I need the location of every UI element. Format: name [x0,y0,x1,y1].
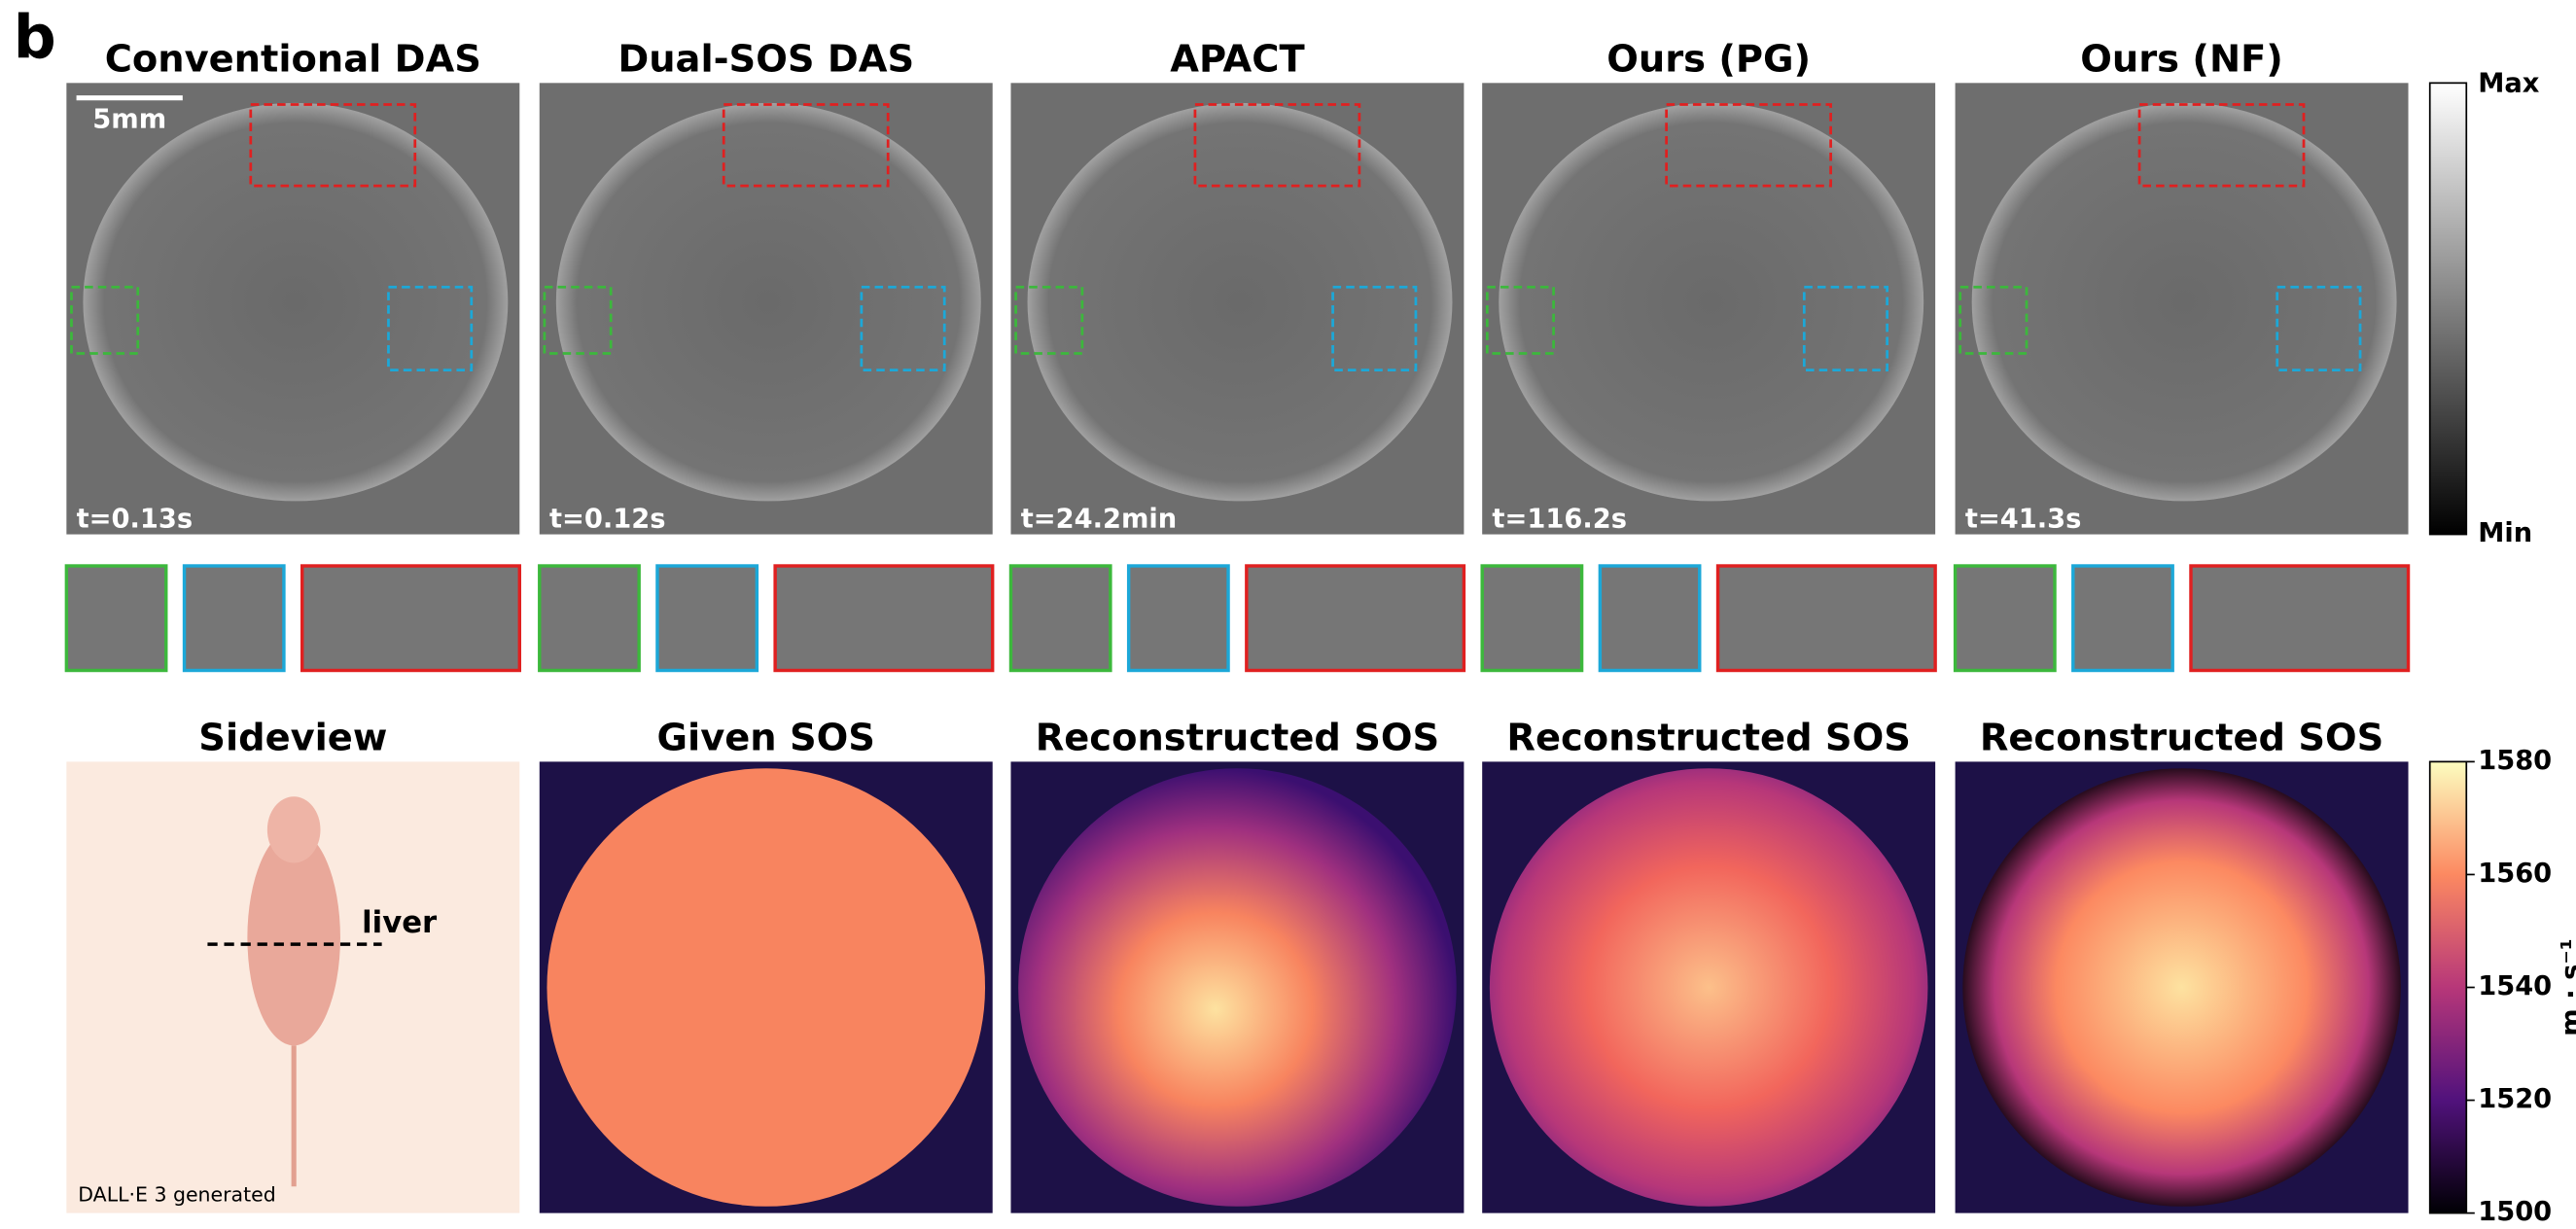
time-label: t=0.13s [77,505,194,535]
roi-blue [387,285,474,371]
tissue-outline [1499,102,1924,502]
panel-title: Ours (PG) [1606,37,1811,81]
colorbar-tick-label: 1580 [2478,746,2552,776]
panel-title: Conventional DAS [105,37,481,81]
roi-red [722,103,890,188]
mouse-head [266,796,321,863]
zoom-inset [1126,564,1230,673]
zoom-inset [1715,564,1937,673]
panel-title: Reconstructed SOS [1980,716,2383,759]
roi-blue [1802,285,1888,371]
tissue-outline [83,102,509,502]
roi-red [1193,103,1361,188]
sos-map [1962,768,2401,1207]
colorbar-max: Max [2478,69,2540,99]
panel-title: Dual-SOS DAS [618,37,914,81]
time-label: t=116.2s [1492,505,1627,535]
colorbar-label: m · s⁻¹ [2557,938,2576,1036]
tissue-outline [555,102,981,502]
sos-colorbar [2428,760,2468,1214]
gray-colorbar [2428,82,2468,536]
time-label: t=0.12s [549,505,666,535]
roi-green [70,285,140,355]
zoom-inset [182,564,286,673]
zoom-inset [64,564,168,673]
zoom-inset [1953,564,2057,673]
panel-title: Sideview [198,716,387,759]
zoom-inset [1008,564,1112,673]
zoom-inset [655,564,759,673]
top-row: Conventional DAS t=0.13s Dual-SOS DAS t=0.1… [64,37,2411,673]
liver-label: liver [362,905,438,940]
zoom-inset [2071,564,2174,673]
colorbar-min: Min [2478,518,2532,548]
tissue-outline [1027,102,1453,502]
roi-blue [860,285,946,371]
zoom-inset [538,564,641,673]
roi-green [1958,285,2029,355]
roi-green [543,285,613,355]
mouse-body [247,829,340,1046]
panel-label: b [14,4,56,73]
sos-map [547,768,986,1207]
bottom-row: Sideview liver DALL·E 3 generated Given SOS… [66,716,2409,1213]
panel-title: Reconstructed SOS [1506,716,1910,759]
sos-map [1489,768,1928,1207]
time-label: t=41.3s [1965,505,2082,535]
panel-title: Ours (NF) [2080,37,2283,81]
roi-blue [1331,285,1418,371]
tissue-outline [1971,102,2397,502]
zoom-inset [1598,564,1702,673]
roi-green [1014,285,1084,355]
panel-title: APACT [1170,37,1304,81]
time-label: t=24.2min [1021,505,1178,535]
colorbar-tick-label: 1520 [2478,1084,2552,1114]
colorbar-tick-label: 1560 [2478,859,2552,889]
roi-green [1485,285,1555,355]
colorbar-tick-label: 1540 [2478,971,2552,1001]
credit: DALL·E 3 generated [78,1183,275,1207]
panel-title: Given SOS [657,716,875,759]
colorbar-tick-label: 1500 [2478,1197,2552,1227]
roi-red [249,103,417,188]
panel-title: Reconstructed SOS [1036,716,1439,759]
roi-blue [2276,285,2362,371]
zoom-inset [1480,564,1584,673]
zoom-inset [1245,564,1466,673]
zoom-inset [300,564,521,673]
sos-map [1018,768,1457,1207]
zoom-inset [2189,564,2411,673]
roi-red [2137,103,2306,188]
scale-bar-label: 5mm [92,104,166,134]
zoom-inset [773,564,995,673]
roi-red [1665,103,1832,188]
